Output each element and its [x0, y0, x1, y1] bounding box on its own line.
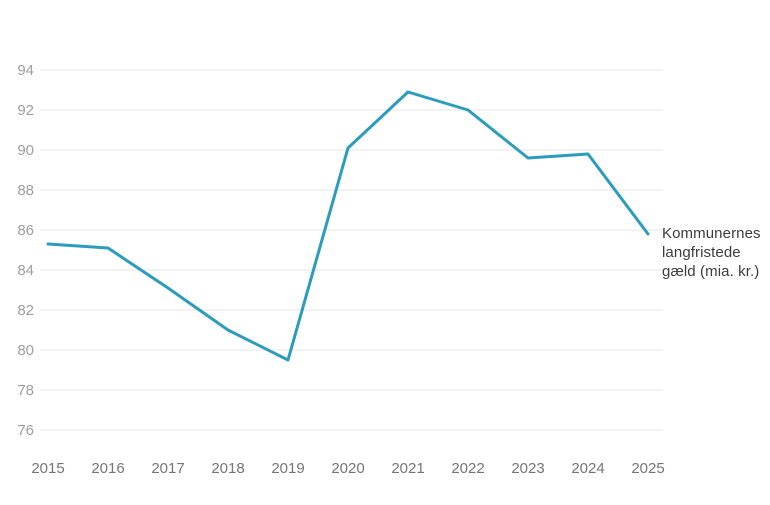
x-tick-label: 2025	[631, 460, 664, 477]
y-tick-label: 78	[17, 382, 34, 399]
x-tick-label: 2015	[31, 460, 64, 477]
y-tick-label: 90	[17, 142, 34, 159]
y-tick-label: 80	[17, 342, 34, 359]
x-tick-label: 2018	[211, 460, 244, 477]
x-tick-label: 2017	[151, 460, 184, 477]
data-line	[46, 90, 650, 362]
x-tick-label: 2023	[511, 460, 544, 477]
y-tick-label: 94	[17, 62, 34, 79]
series-label-line-2: langfristede	[662, 244, 741, 261]
series-label-line-1: Kommunernes	[662, 225, 761, 242]
y-tick-label: 92	[17, 102, 34, 119]
y-tick-label: 76	[17, 422, 34, 439]
x-tick-label: 2022	[451, 460, 484, 477]
y-tick-label: 84	[17, 262, 34, 279]
x-tick-label: 2024	[571, 460, 604, 477]
x-tick-label: 2021	[391, 460, 424, 477]
y-tick-label: 86	[17, 222, 34, 239]
y-axis-labels: 76 78 80 82 84 86 88 90 92 94	[17, 62, 34, 439]
y-tick-label: 88	[17, 182, 34, 199]
series-label-line-3: gæld (mia. kr.)	[662, 263, 760, 280]
series-label: Kommunernes langfristede gæld (mia. kr.)	[662, 224, 768, 281]
y-tick-label: 82	[17, 302, 34, 319]
x-tick-label: 2019	[271, 460, 304, 477]
x-axis-labels: 2015 2016 2017 2018 2019 2020 2021 2022 2023 2024…	[31, 460, 664, 477]
gridlines	[40, 69, 662, 431]
x-tick-label: 2016	[91, 460, 124, 477]
x-tick-label: 2020	[331, 460, 364, 477]
